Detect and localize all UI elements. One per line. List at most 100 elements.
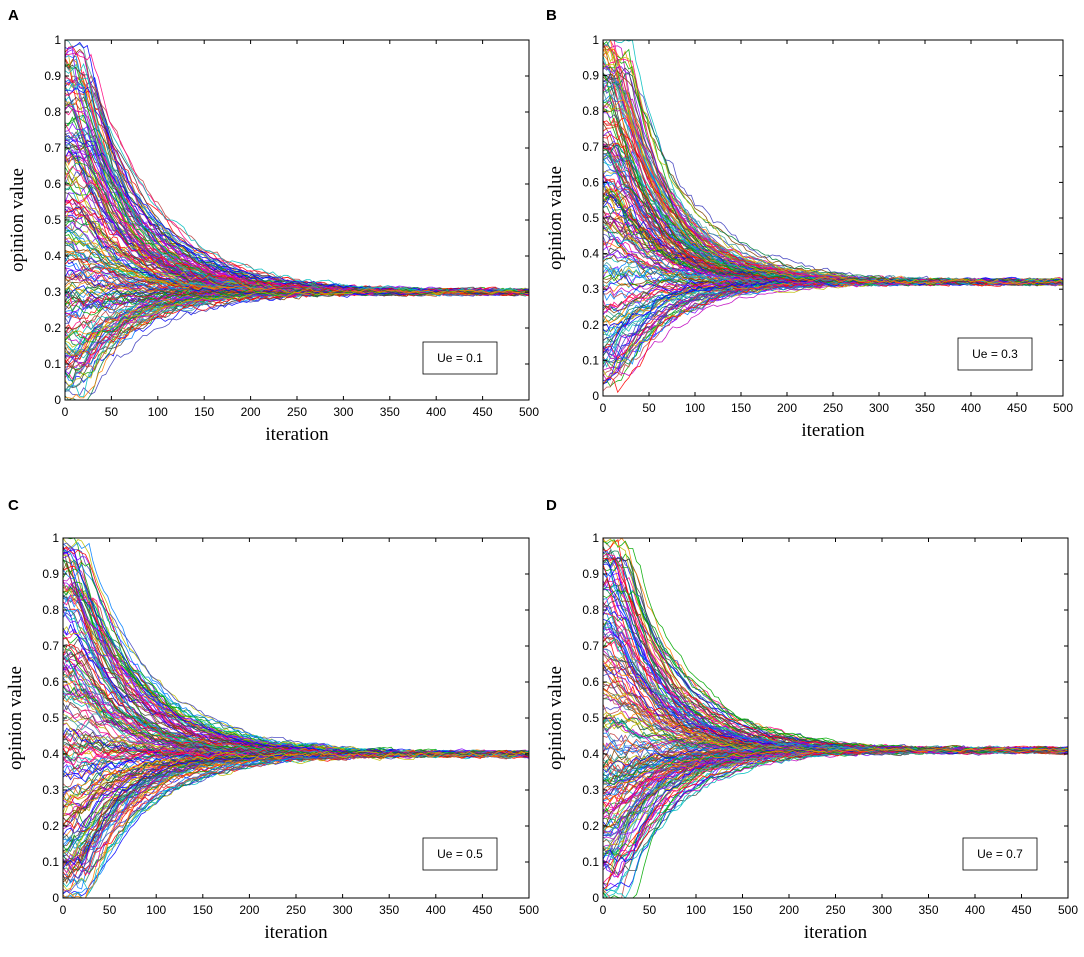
x-tick-label: 400 [426,405,446,419]
x-tick-label: 250 [287,405,307,419]
y-tick-label: 0.2 [582,819,599,833]
x-tick-label: 350 [918,903,938,917]
panel-letter: B [546,7,557,24]
y-tick-label: 0.1 [582,353,599,367]
series-line [65,62,529,295]
legend-box [957,337,1033,371]
series-line [603,99,1063,285]
y-tick-label: 0.7 [44,141,61,155]
series-line [65,181,529,294]
y-tick-label: 0.7 [582,140,599,154]
series-group [603,40,1063,394]
y-tick-label: 1 [592,531,599,545]
y-tick-label: 0 [54,393,61,407]
x-axis-title: iteration [265,424,329,445]
y-tick-label: 0.3 [582,282,599,296]
y-axis-title: opinion value [545,666,566,770]
panel-letter: A [8,7,19,24]
legend-label: Ue = 0.7 [977,847,1023,861]
y-tick-label: 1 [54,33,61,47]
series-line [65,103,529,296]
x-tick-label: 100 [686,903,706,917]
x-tick-label: 150 [194,405,214,419]
series-line [603,143,1063,285]
series-line [63,651,529,757]
series-line [65,105,529,296]
series-line [603,748,1068,790]
legend-box [422,341,498,375]
x-tick-label: 100 [685,401,705,415]
x-tick-label: 350 [915,401,935,415]
x-tick-label: 50 [103,903,117,917]
series-line [603,653,1068,753]
panel-letter: D [546,497,557,514]
x-tick-label: 150 [732,903,752,917]
legend: Ue = 0.3 [957,337,1033,371]
series-line [603,67,1063,285]
series-line [603,50,1063,285]
y-tick-label: 0.3 [42,783,59,797]
x-tick-label: 450 [473,405,493,419]
x-tick-label: 0 [60,903,67,917]
x-tick-label: 200 [241,405,261,419]
series-line [603,89,1063,287]
x-tick-label: 500 [1053,401,1073,415]
y-tick-label: 0.5 [582,211,599,225]
y-tick-label: 0.6 [42,675,59,689]
series-line [603,552,1068,755]
y-tick-label: 0.9 [582,567,599,581]
series-line [65,251,529,295]
x-tick-label: 50 [105,405,119,419]
y-tick-label: 0.4 [582,247,599,261]
legend-box [962,837,1038,871]
y-tick-label: 0.8 [44,105,61,119]
series-line [603,586,1068,755]
y-tick-label: 0.4 [44,249,61,263]
x-tick-label: 250 [823,401,843,415]
y-tick-label: 0.1 [582,855,599,869]
series-line [63,623,529,758]
series-line [63,538,529,757]
series-line [603,556,1068,754]
series-line [65,206,529,296]
y-tick-label: 0.1 [42,855,59,869]
series-line [65,46,529,295]
y-axis-title: opinion value [5,666,26,770]
series-line [603,280,1063,394]
series-line [63,542,529,755]
series-line [65,101,529,297]
x-axis-title: iteration [801,420,865,441]
panel-A: A 0 50 100 150 200 250 300 350 400 450 500 0 0.1 0.2 0.… [7,7,539,445]
series-line [65,63,529,295]
panel-B: B 0 50 100 150 200 250 300 350 400 450 500 0 0.1 0.2 0.… [545,7,1073,441]
series-group [65,40,529,400]
x-tick-label: 150 [731,401,751,415]
legend-label: Ue = 0.1 [437,351,483,365]
series-line [603,40,1063,286]
series-line [603,597,1068,754]
x-tick-label: 350 [380,405,400,419]
x-tick-label: 0 [600,903,607,917]
y-tick-label: 0.3 [582,783,599,797]
y-tick-label: 0.2 [42,819,59,833]
y-tick-label: 0.6 [44,177,61,191]
x-tick-label: 0 [600,401,607,415]
y-tick-label: 0.7 [582,639,599,653]
x-tick-label: 300 [333,903,353,917]
series-line [63,651,529,756]
y-tick-label: 0.8 [582,603,599,617]
series-line [65,192,529,295]
x-tick-label: 100 [148,405,168,419]
y-tick-label: 0.1 [44,357,61,371]
y-tick-label: 0.7 [42,639,59,653]
x-tick-label: 0 [62,405,69,419]
legend: Ue = 0.1 [422,341,498,375]
x-tick-label: 50 [642,401,656,415]
legend-label: Ue = 0.3 [972,347,1018,361]
x-tick-label: 50 [643,903,657,917]
x-tick-label: 500 [519,405,539,419]
series-line [63,560,529,759]
series-line [603,45,1063,286]
x-tick-label: 450 [1011,903,1031,917]
x-tick-label: 400 [961,401,981,415]
